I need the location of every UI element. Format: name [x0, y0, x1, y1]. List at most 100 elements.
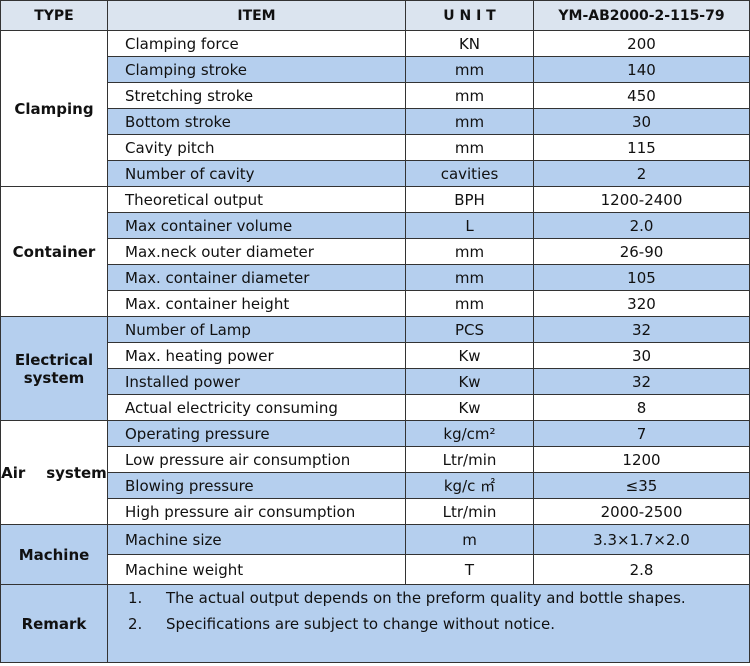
item-cell: Cavity pitch — [107, 134, 406, 161]
val-cell: 2 — [533, 160, 750, 187]
unit-cell: BPH — [405, 186, 534, 213]
val-cell: 30 — [533, 108, 750, 135]
row: Cavity pitch mm 115 — [1, 134, 750, 161]
val-cell: 200 — [533, 30, 750, 57]
type-cell: Container — [0, 186, 108, 317]
row: Container Theoretical output BPH 1200-2400 — [0, 186, 750, 317]
row: Max. heating power Kw 30 — [1, 342, 750, 369]
item-cell: High pressure air consumption — [107, 498, 406, 525]
val-cell: 450 — [533, 82, 750, 109]
type-cell: Machine — [0, 524, 108, 585]
row: Machine Machine size m 3.3×1.7×2.0 — [0, 524, 750, 585]
unit-cell: cavities — [405, 160, 534, 187]
unit-cell: Ltr/min — [405, 498, 534, 525]
unit-cell: KN — [405, 30, 534, 57]
item-cell: Theoretical output — [107, 186, 406, 213]
item-cell: Clamping stroke — [107, 56, 406, 83]
row: Clamping stroke mm 140 — [1, 56, 750, 83]
table-body: Clamping Clamping force KN 200 Clamping stro… — [0, 30, 750, 663]
header-cell: U N I T — [405, 0, 534, 31]
item-cell: Number of cavity — [107, 160, 406, 187]
row: Blowing pressure kg/c ㎡ ≤35 — [1, 472, 750, 499]
val-cell: 30 — [533, 342, 750, 369]
unit-cell: L — [405, 212, 534, 239]
item-cell: Max. container diameter — [107, 264, 406, 291]
val-cell: 2.8 — [533, 554, 750, 585]
row: Stretching stroke mm 450 — [1, 82, 750, 109]
unit-cell: PCS — [405, 316, 534, 343]
val-cell: 2.0 — [533, 212, 750, 239]
note: 2. Specifications are subject to change w… — [128, 613, 749, 639]
val-cell: 8 — [533, 394, 750, 421]
item-cell: Low pressure air consumption — [107, 446, 406, 473]
unit-cell: mm — [405, 82, 534, 109]
row: Clamping Clamping force KN 200 — [0, 30, 750, 187]
row: Low pressure air consumption Ltr/min 1200 — [1, 446, 750, 473]
val-cell: 32 — [533, 368, 750, 395]
row: Max. container diameter mm 105 — [1, 264, 750, 291]
remark-row: Remark 1. The actual output depends on the… — [0, 584, 750, 663]
note-number: 2. — [128, 615, 143, 633]
val-cell: 140 — [533, 56, 750, 83]
item-cell: Max. container height — [107, 290, 406, 317]
note-text: Specifications are subject to change wit… — [166, 615, 555, 633]
val-cell: 1200-2400 — [533, 186, 750, 213]
row: Number of cavity cavities 2 — [1, 160, 750, 187]
item-cell: Blowing pressure — [107, 472, 406, 499]
val-cell: 320 — [533, 290, 750, 317]
row: Installed power Kw 32 — [1, 368, 750, 395]
item-cell: Max container volume — [107, 212, 406, 239]
row: Max container volume L 2.0 — [1, 212, 750, 239]
unit-cell: Kw — [405, 342, 534, 369]
row: Machine weight T 2.8 — [1, 554, 750, 585]
header-cell: YM-AB2000-2-115-79 — [533, 0, 750, 31]
item-cell: Clamping force — [107, 30, 406, 57]
type-cell: Clamping — [0, 30, 108, 187]
unit-cell: Kw — [405, 368, 534, 395]
val-cell: 7 — [533, 420, 750, 447]
unit-cell: Kw — [405, 394, 534, 421]
unit-cell: mm — [405, 108, 534, 135]
unit-cell: mm — [405, 134, 534, 161]
unit-cell: mm — [405, 290, 534, 317]
item-cell: Number of Lamp — [107, 316, 406, 343]
row: Max. container height mm 320 — [1, 290, 750, 317]
type-cell: Electrical system — [0, 316, 108, 421]
header-cell: TYPE — [0, 0, 108, 31]
val-cell: 1200 — [533, 446, 750, 473]
val-cell: 105 — [533, 264, 750, 291]
unit-cell: mm — [405, 264, 534, 291]
item-cell: Max.neck outer diameter — [107, 238, 406, 265]
row: Air system Operating pressure kg/cm² 7 — [0, 420, 750, 525]
item-cell: Stretching stroke — [107, 82, 406, 109]
unit-cell: m — [405, 524, 534, 555]
item-cell: Machine weight — [107, 554, 406, 585]
val-cell: 32 — [533, 316, 750, 343]
item-cell: Max. heating power — [107, 342, 406, 369]
note: 1. The actual output depends on the prefo… — [128, 587, 749, 613]
val-cell: 115 — [533, 134, 750, 161]
item-cell: Installed power — [107, 368, 406, 395]
row: Max.neck outer diameter mm 26-90 — [1, 238, 750, 265]
item-cell: Actual electricity consuming — [107, 394, 406, 421]
row: High pressure air consumption Ltr/min 2000… — [1, 498, 750, 525]
val-cell: 26-90 — [533, 238, 750, 265]
row: Bottom stroke mm 30 — [1, 108, 750, 135]
unit-cell: mm — [405, 238, 534, 265]
type-cell: Remark — [0, 584, 108, 663]
unit-cell: T — [405, 554, 534, 585]
val-cell: ≤35 — [533, 472, 750, 499]
item-cell: Machine size — [107, 524, 406, 555]
row: Actual electricity consuming Kw 8 — [1, 394, 750, 421]
header-row: TYPE ITEM U N I T YM-AB2000-2-115-79 — [0, 0, 750, 31]
item-cell: Bottom stroke — [107, 108, 406, 135]
item-cell: Operating pressure — [107, 420, 406, 447]
note-text: The actual output depends on the preform… — [166, 589, 686, 607]
val-cell: 2000-2500 — [533, 498, 750, 525]
unit-cell: Ltr/min — [405, 446, 534, 473]
row: Electrical system Number of Lamp PCS 32 — [0, 316, 750, 421]
type-cell: Air system — [0, 420, 108, 525]
unit-cell: mm — [405, 56, 534, 83]
